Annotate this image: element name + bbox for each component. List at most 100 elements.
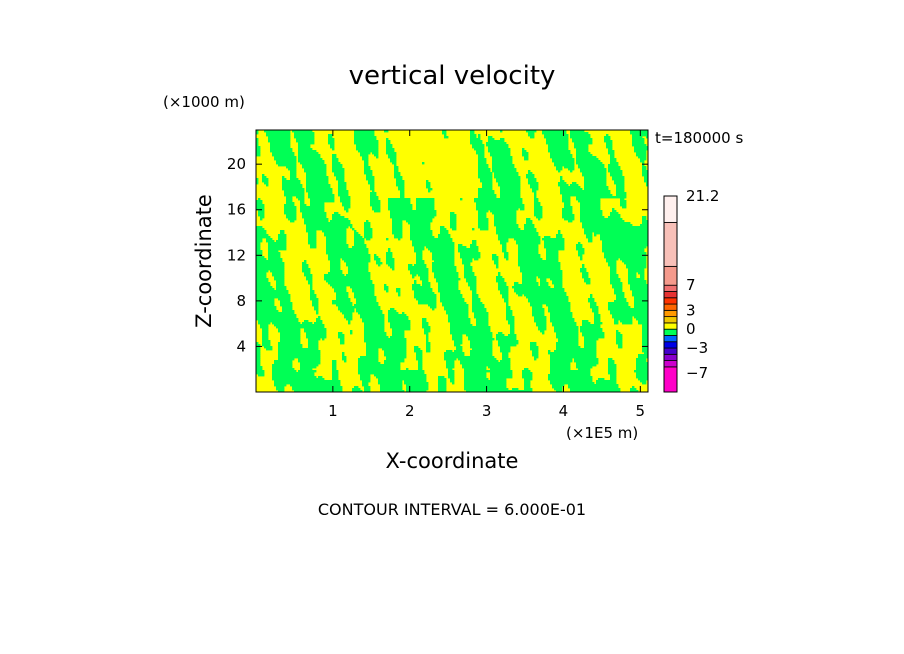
colorbar-band: [663, 322, 678, 330]
negative-region: [448, 368, 453, 371]
negative-region: [386, 142, 391, 145]
negative-region: [308, 282, 313, 285]
negative-region: [580, 220, 625, 223]
negative-region: [278, 238, 287, 241]
negative-region: [498, 340, 519, 343]
negative-region: [496, 230, 537, 233]
negative-region: [642, 174, 649, 177]
negative-region: [514, 238, 541, 241]
negative-region: [610, 160, 617, 163]
negative-region: [308, 338, 321, 341]
negative-region: [608, 362, 615, 365]
negative-region: [388, 310, 397, 313]
negative-region: [328, 138, 335, 141]
negative-region: [464, 276, 477, 279]
negative-region: [438, 286, 459, 289]
negative-region: [474, 148, 485, 151]
negative-region: [374, 154, 379, 157]
negative-region: [646, 136, 649, 139]
negative-region: [284, 194, 305, 197]
negative-region: [556, 348, 597, 351]
negative-region: [472, 308, 487, 311]
negative-region: [620, 200, 627, 203]
colorbar-band: [663, 328, 678, 336]
negative-region: [316, 310, 319, 313]
negative-region: [518, 246, 539, 249]
negative-region: [564, 206, 573, 209]
negative-region: [274, 278, 285, 281]
colorbar-band: [663, 360, 678, 368]
negative-region: [542, 238, 565, 241]
negative-region: [356, 302, 379, 305]
negative-region: [274, 324, 325, 327]
negative-region: [550, 360, 573, 363]
negative-region: [306, 176, 329, 179]
negative-region: [640, 224, 649, 227]
negative-region: [256, 284, 271, 287]
negative-region: [432, 262, 455, 265]
negative-region: [554, 330, 579, 333]
negative-region: [338, 194, 349, 197]
negative-region: [256, 148, 261, 151]
negative-region: [332, 302, 353, 305]
negative-region: [494, 174, 519, 177]
negative-region: [316, 318, 321, 321]
negative-region: [642, 162, 645, 165]
negative-region: [282, 184, 303, 187]
negative-region: [308, 232, 317, 235]
negative-region: [642, 338, 649, 341]
negative-region: [270, 142, 291, 145]
negative-region: [388, 318, 409, 321]
negative-region: [344, 314, 353, 317]
negative-region: [626, 264, 647, 267]
negative-region: [506, 316, 515, 319]
negative-region: [454, 344, 461, 347]
negative-region: [276, 286, 287, 289]
negative-region: [588, 300, 595, 303]
negative-region: [364, 162, 369, 165]
negative-region: [384, 284, 387, 287]
negative-region: [580, 168, 607, 171]
negative-region: [540, 284, 549, 287]
negative-region: [256, 274, 267, 277]
negative-region: [524, 226, 535, 229]
negative-region: [550, 364, 571, 367]
negative-region: [546, 256, 559, 259]
colorbar-label: 21.2: [686, 187, 719, 205]
negative-region: [550, 372, 591, 375]
negative-region: [464, 384, 507, 387]
negative-region: [498, 342, 519, 345]
negative-region: [414, 264, 427, 267]
negative-region: [394, 176, 403, 179]
negative-region: [582, 320, 589, 323]
negative-region: [274, 156, 297, 159]
negative-region: [422, 282, 431, 285]
negative-region: [380, 388, 403, 391]
negative-region: [424, 330, 431, 333]
negative-region: [258, 212, 265, 215]
negative-region: [332, 218, 349, 221]
negative-region: [560, 190, 611, 193]
negative-region: [614, 288, 623, 291]
negative-region: [504, 252, 509, 255]
negative-region: [634, 302, 649, 305]
negative-region: [628, 282, 647, 285]
negative-region: [408, 266, 427, 269]
negative-region: [426, 344, 431, 347]
negative-region: [354, 304, 379, 307]
negative-region: [278, 236, 287, 239]
negative-region: [472, 228, 475, 231]
negative-region: [282, 182, 301, 185]
negative-region: [384, 288, 389, 291]
negative-region: [404, 382, 429, 385]
negative-region: [256, 240, 263, 243]
negative-region: [576, 158, 599, 161]
negative-region: [306, 230, 317, 233]
negative-region: [354, 292, 375, 295]
negative-region: [456, 346, 463, 349]
negative-region: [314, 308, 319, 311]
negative-region: [558, 230, 561, 233]
negative-region: [576, 196, 627, 199]
negative-region: [256, 202, 263, 205]
negative-region: [612, 284, 623, 287]
